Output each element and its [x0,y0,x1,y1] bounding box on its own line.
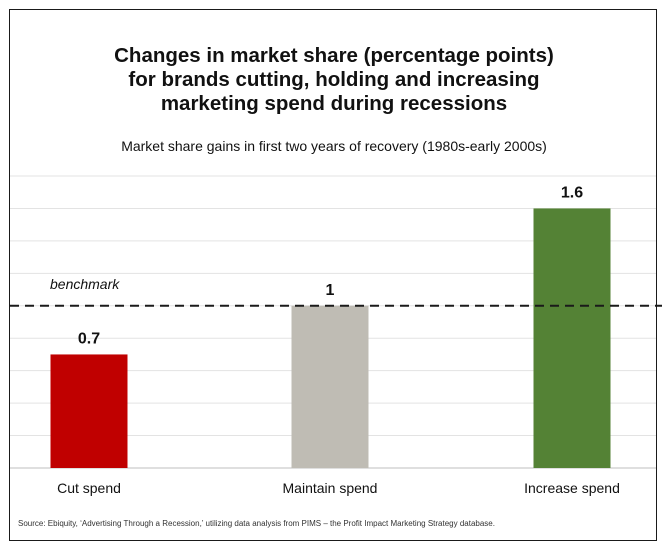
title-line-1: Changes in market share (percentage poin… [114,44,554,67]
category-label: Maintain spend [283,480,378,496]
title-line-2: for brands cutting, holding and increasi… [128,68,540,91]
bar-increase-spend [533,208,611,468]
benchmark-label: benchmark [50,276,120,292]
bar-maintain-spend [291,305,369,468]
source-note: Source: Ebiquity, ‘Advertising Through a… [18,519,495,528]
title-line-3: marketing spend during recessions [160,92,508,115]
category-label: Cut spend [57,480,121,496]
category-labels: Cut spend Maintain spend Increase spend [57,480,620,496]
bar-cut-spend [50,354,128,468]
value-labels: 0.7 1 1.6 [78,184,583,347]
data-label: 0.7 [78,330,100,347]
data-label: 1.6 [561,184,583,201]
data-label: 1 [326,282,335,299]
chart-title: Changes in market share (percentage poin… [0,44,668,116]
bars [50,208,611,468]
chart-subtitle: Market share gains in first two years of… [121,138,547,154]
category-label: Increase spend [524,480,620,496]
